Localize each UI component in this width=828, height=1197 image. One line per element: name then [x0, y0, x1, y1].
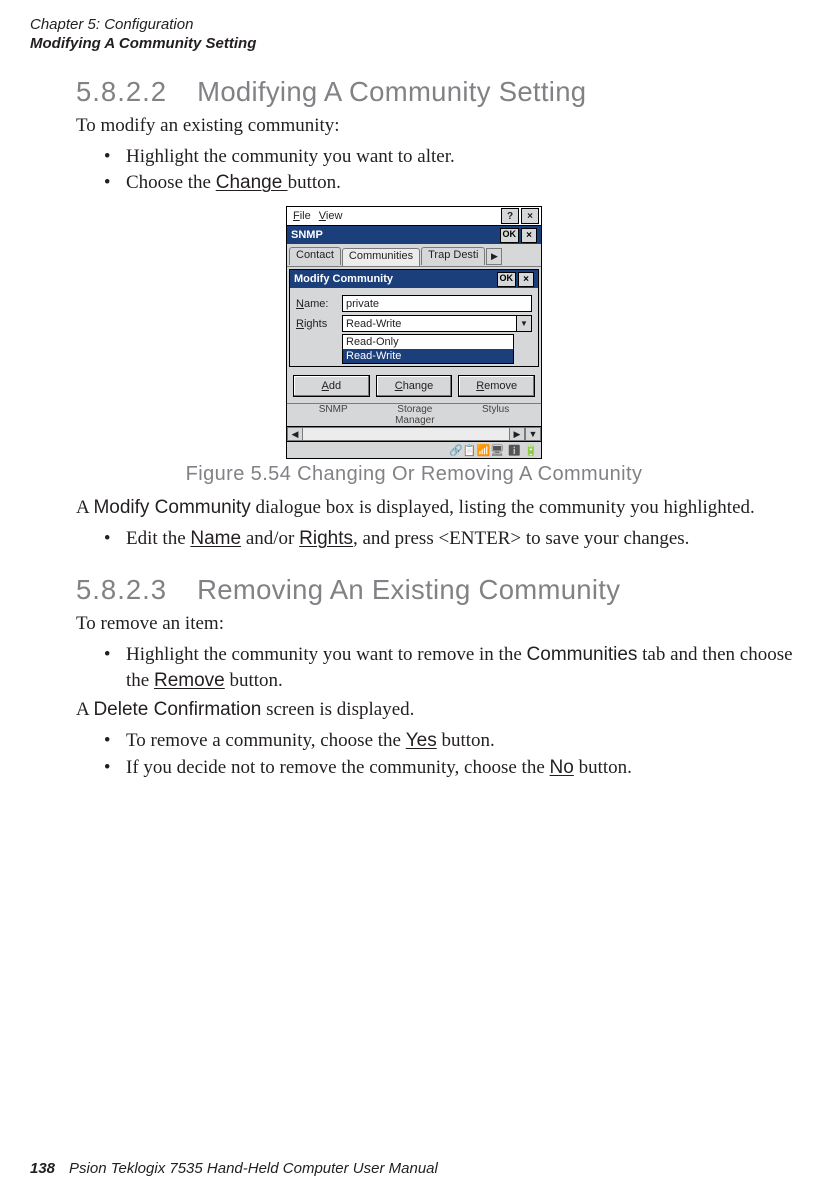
rights-row: Rights Read-Write ▼	[296, 315, 532, 332]
bullet-list-3: Highlight the community you want to remo…	[76, 642, 798, 693]
intro-text-1: To modify an existing community:	[76, 114, 798, 138]
section-title: Modifying A Community Setting	[197, 76, 586, 107]
rights-dropdown: Read-Only Read-Write	[342, 334, 514, 364]
storage-manager-icon[interactable]: StorageManager	[395, 405, 434, 426]
control-panel-icons: SNMP StorageManager Stylus	[287, 403, 541, 426]
bullet-no: If you decide not to remove the communit…	[120, 755, 798, 781]
bullet-list-1: Highlight the community you want to alte…	[76, 144, 798, 196]
tab-scroll-right[interactable]: ▶	[486, 248, 502, 265]
device-screenshot: File View ? × SNMP OK × Contact Communit…	[286, 206, 542, 459]
snmp-titlebar: SNMP OK ×	[287, 226, 541, 244]
help-button[interactable]: ?	[501, 208, 519, 224]
section-heading-5-8-2-3: 5.8.2.3 Removing An Existing Community	[76, 574, 798, 606]
figure-caption: Figure 5.54 Changing Or Removing A Commu…	[30, 463, 798, 486]
remove-label: Remove	[154, 670, 225, 691]
chapter-line: Chapter 5: Configuration	[30, 16, 798, 35]
section-number: 5.8.2.2	[76, 76, 167, 108]
close-icon[interactable]: ×	[521, 228, 537, 243]
close-button[interactable]: ×	[521, 208, 539, 224]
option-read-write[interactable]: Read-Write	[343, 349, 513, 363]
taskbar: 🔗📋📶🖥 ℹ 🔋	[287, 441, 541, 458]
communities-label: Communities	[527, 644, 638, 665]
button-row: Add Change Remove	[287, 367, 541, 403]
text: button.	[288, 172, 341, 193]
option-read-only[interactable]: Read-Only	[343, 335, 513, 349]
name-input[interactable]: private	[342, 295, 532, 312]
close-icon[interactable]: ×	[518, 272, 534, 287]
name-row: Name: private	[296, 295, 532, 312]
section-number: 5.8.2.3	[76, 574, 167, 606]
page: Chapter 5: Configuration Modifying A Com…	[0, 0, 828, 1197]
tabs: Contact Communities Trap Desti ▶	[287, 244, 541, 267]
bullet-choose-change: Choose the Change button.	[120, 170, 798, 196]
bullet-highlight-remove: Highlight the community you want to remo…	[120, 642, 798, 693]
add-button[interactable]: Add	[293, 375, 370, 397]
modify-community-window: Modify Community OK × Name: private Righ…	[289, 269, 539, 367]
scroll-down-icon[interactable]: ▼	[525, 427, 541, 441]
intro-text-2: To remove an item:	[76, 612, 798, 636]
page-number: 138	[30, 1160, 55, 1177]
bullet-highlight: Highlight the community you want to alte…	[120, 144, 798, 170]
snmp-title: SNMP	[291, 229, 498, 241]
yes-label: Yes	[406, 730, 437, 751]
bullet-list-2: Edit the Name and/or Rights, and press <…	[76, 526, 798, 552]
menu-file[interactable]: File	[289, 210, 315, 222]
chevron-down-icon[interactable]: ▼	[516, 316, 531, 331]
bullet-edit-name-rights: Edit the Name and/or Rights, and press <…	[120, 526, 798, 552]
menubar: File View ? ×	[287, 207, 541, 226]
tray-icons[interactable]: 🔗📋📶🖥 ℹ 🔋	[449, 444, 538, 457]
rights-combo[interactable]: Read-Write ▼	[342, 315, 532, 332]
ok-button[interactable]: OK	[497, 272, 517, 287]
scroll-left-icon[interactable]: ◀	[287, 427, 303, 441]
snmp-icon[interactable]: SNMP	[319, 405, 348, 426]
ok-button[interactable]: OK	[500, 228, 520, 243]
modify-titlebar: Modify Community OK ×	[290, 270, 538, 288]
bullet-list-4: To remove a community, choose the Yes bu…	[76, 728, 798, 780]
horizontal-scrollbar[interactable]: ◀ ▶ ▼	[287, 426, 541, 441]
stylus-icon[interactable]: Stylus	[482, 405, 509, 426]
scroll-right-icon[interactable]: ▶	[509, 427, 525, 441]
tab-communities[interactable]: Communities	[342, 248, 420, 266]
no-label: No	[550, 757, 574, 778]
change-label: Change	[216, 172, 288, 193]
tab-trap-destinations[interactable]: Trap Desti	[421, 247, 485, 265]
form: Name: private Rights Read-Write ▼ Read-O…	[290, 288, 538, 366]
delete-confirmation-label: Delete Confirmation	[93, 699, 261, 720]
section-title: Removing An Existing Community	[197, 574, 620, 605]
text: Choose the	[126, 172, 216, 193]
section-name-line: Modifying A Community Setting	[30, 35, 798, 54]
change-button[interactable]: Change	[376, 375, 453, 397]
manual-title: Psion Teklogix 7535 Hand-Held Computer U…	[69, 1160, 438, 1177]
modify-title: Modify Community	[294, 273, 495, 285]
modify-community-label: Modify Community	[93, 497, 250, 518]
paragraph-modify-community: A Modify Community dialogue box is displ…	[76, 496, 798, 520]
menu-view[interactable]: View	[315, 210, 347, 222]
paragraph-delete-confirmation: A Delete Confirmation screen is displaye…	[76, 698, 798, 722]
name-label: Name	[190, 528, 241, 549]
name-label: Name:	[296, 298, 342, 310]
section-heading-5-8-2-2: 5.8.2.2 Modifying A Community Setting	[76, 76, 798, 108]
running-header: Chapter 5: Configuration Modifying A Com…	[30, 16, 798, 54]
rights-label: Rights	[296, 318, 342, 330]
bullet-yes: To remove a community, choose the Yes bu…	[120, 728, 798, 754]
scroll-track[interactable]	[303, 427, 509, 441]
rights-value: Read-Write	[343, 316, 516, 331]
remove-button[interactable]: Remove	[458, 375, 535, 397]
page-footer: 138 Psion Teklogix 7535 Hand-Held Compute…	[30, 1160, 438, 1177]
figure-5-54: File View ? × SNMP OK × Contact Communit…	[30, 206, 798, 459]
rights-label: Rights	[299, 528, 353, 549]
tab-contact[interactable]: Contact	[289, 247, 341, 265]
